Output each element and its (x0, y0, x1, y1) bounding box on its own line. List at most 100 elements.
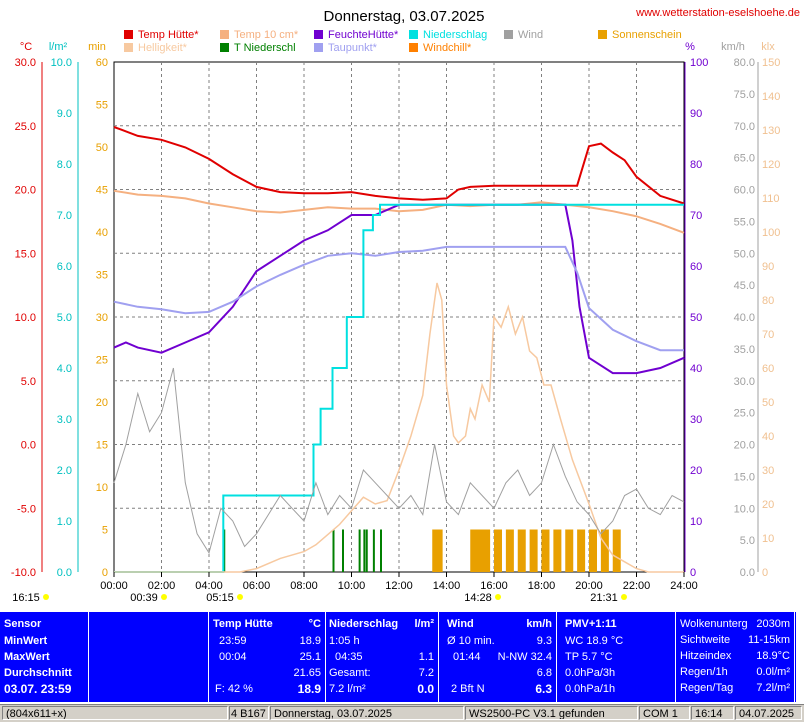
bar-sonnenschein (482, 529, 491, 572)
temp-min-value: 18.9 (299, 635, 321, 647)
time-label: 02:00 (148, 580, 176, 592)
time-label: 24:00 (670, 580, 698, 592)
axis-unit-rain: l/m² (49, 41, 68, 53)
axis-tick-temp: 0.0 (21, 440, 36, 452)
axis-tick-temp: 10.0 (15, 312, 36, 324)
wind-avg-label: Ø 10 min. (447, 635, 495, 647)
axis-tick-hum: 90 (690, 108, 702, 120)
axis-tick-hum: 30 (690, 414, 702, 426)
summary-panel: Sensor MinWert MaxWert Durchschnitt 03.0… (0, 612, 804, 702)
legend-swatch (314, 30, 323, 39)
bar-sonnenschein (565, 529, 574, 572)
axis-tick-hum: 20 (690, 465, 702, 477)
wind-max-value: N-NW 32.4 (497, 651, 552, 663)
axis-tick-temp: 15.0 (15, 248, 36, 260)
legend-swatch (220, 43, 229, 52)
axis-tick-lux: 110 (762, 193, 780, 205)
legend-swatch (314, 43, 323, 52)
axis-tick-lux: 90 (762, 261, 774, 273)
axis-tick-temp: 25.0 (15, 121, 36, 133)
axis-tick-min: 40 (96, 227, 108, 239)
status-today: 04.07.2025 (735, 706, 802, 720)
axis-tick-rain: 7.0 (57, 210, 72, 222)
site-url: www.wetterstation-eselshoehe.de (635, 7, 800, 19)
wind-column: Wind km/h Ø 10 min. 9.3 01:44 N-NW 32.4 6.8… (439, 612, 557, 702)
axis-tick-wind: 30.0 (734, 376, 755, 388)
axis-tick-wind: 75.0 (734, 89, 755, 101)
visibility-label: Sichtweite (680, 634, 731, 646)
pmv-column: PMV+1:11 WC 18.9 °C TP 5.7 °C 0.0hPa/3h … (557, 612, 676, 702)
wind-row3-value: 6.8 (536, 667, 552, 679)
bar-sonnenschein (529, 529, 538, 572)
bar-t-niederschl (342, 529, 344, 572)
axis-tick-wind: 15.0 (734, 471, 755, 483)
sun-marker-label: 00:39 (130, 592, 158, 604)
axis-tick-hum: 50 (690, 312, 702, 324)
axis-tick-lux: 150 (762, 57, 780, 69)
sun-icon (495, 594, 501, 600)
weather-chart: Donnerstag, 03.07.2025 www.wetterstation… (11, 7, 800, 604)
axis-tick-wind: 40.0 (734, 312, 755, 324)
axis-tick-min: 30 (96, 312, 108, 324)
sun-icon (43, 594, 49, 600)
legend-swatch (409, 30, 418, 39)
bar-sonnenschein (434, 529, 443, 572)
heatindex-label: Hitzeindex (680, 650, 732, 662)
status-dimensions: (804x611+x) (2, 706, 228, 720)
wind-now-value: 6.3 (535, 682, 552, 696)
legend-swatch (504, 30, 513, 39)
axis-tick-wind: 70.0 (734, 121, 755, 133)
rain-now-value: 0.0 (417, 682, 434, 696)
axis-tick-min: 20 (96, 397, 108, 409)
line-temp-h-tte- (113, 126, 685, 205)
panel-scrollbar[interactable] (796, 612, 804, 702)
axis-tick-min: 10 (96, 482, 108, 494)
sun-marker-label: 16:15 (12, 592, 40, 604)
row-durchschnitt: Durchschnitt (4, 667, 72, 679)
rain-max-value: 1.1 (418, 651, 434, 663)
axis-tick-lux: 20 (762, 499, 774, 511)
axis-tick-min: 5 (102, 525, 108, 537)
temp-column: Temp Hütte °C 23:59 18.9 00:04 25.1 21.65 F… (208, 612, 326, 702)
time-label: 16:00 (480, 580, 508, 592)
axis-tick-wind: 60.0 (734, 185, 755, 197)
humidity-now: F: 42 % (215, 683, 253, 695)
axis-unit-hum: % (685, 41, 695, 53)
axis-tick-rain: 9.0 (57, 108, 72, 120)
axis-tick-lux: 40 (762, 431, 774, 443)
axis-tick-temp: 5.0 (21, 376, 36, 388)
legend-label: FeuchteHütte* (328, 29, 399, 41)
bar-t-niederschl (332, 529, 335, 572)
bar-sonnenschein (541, 529, 550, 572)
row-current-date: 03.07. 23:59 (4, 682, 72, 696)
bar-t-niederschl (358, 529, 361, 572)
bar-sonnenschein (577, 529, 586, 572)
axis-unit-lux: klx (761, 41, 775, 53)
status-device: WS2500-PC V3.1 gefunden (465, 706, 638, 720)
sun-markers: 16:15 00:39 05:15 14:28 21:31 (12, 592, 627, 604)
time-label: 12:00 (385, 580, 413, 592)
axis-tick-wind: 5.0 (740, 535, 755, 547)
time-label: 00:00 (100, 580, 128, 592)
cloudbase-value: 2030m (756, 618, 790, 630)
axis-tick-wind: 10.0 (734, 503, 755, 515)
bar-series (223, 529, 621, 572)
axis-tick-wind: 45.0 (734, 280, 755, 292)
status-code: 4 B167 (229, 706, 269, 720)
axis-tick-rain: 2.0 (57, 465, 72, 477)
axis-tick-min: 55 (96, 100, 108, 112)
windchill-value: WC 18.9 °C (565, 635, 624, 647)
axis-tick-wind: 25.0 (734, 408, 755, 420)
axis-tick-rain: 6.0 (57, 261, 72, 273)
wind-max-time: 01:44 (453, 651, 481, 663)
sensor-column: Sensor MinWert MaxWert Durchschnitt 03.0… (0, 612, 89, 702)
axis-tick-lux: 0 (762, 567, 768, 579)
wind-bft: 2 Bft N (451, 683, 485, 695)
rain-unit: l/m² (414, 618, 434, 630)
axis-tick-rain: 0.0 (57, 567, 72, 579)
axis-tick-temp: 20.0 (15, 185, 36, 197)
legend-label: T Niederschl (234, 42, 296, 54)
status-date: Donnerstag, 03.07.2025 (270, 706, 464, 720)
axis-tick-min: 15 (96, 440, 108, 452)
axis-tick-lux: 120 (762, 159, 780, 171)
